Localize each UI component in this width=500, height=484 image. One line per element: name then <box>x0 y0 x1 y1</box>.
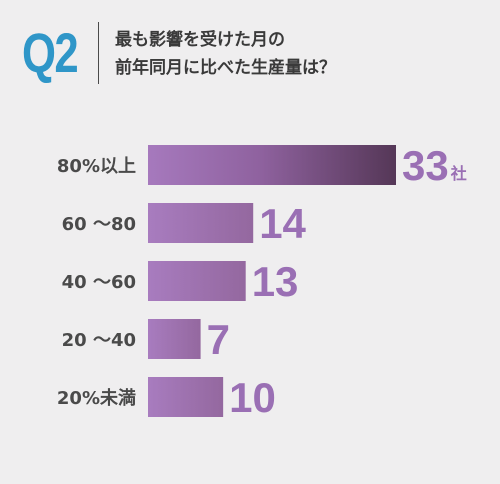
category-label: 60 〜80 <box>62 214 136 235</box>
category-label: 80%以上 <box>57 156 136 177</box>
value-label: 7 <box>207 316 230 363</box>
value-label: 33 <box>402 142 449 189</box>
category-label: 20%未満 <box>57 387 136 409</box>
question-text: 最も影響を受けた月の 前年同月に比べた生産量は？ <box>115 26 336 82</box>
category-label: 20 〜40 <box>62 330 136 351</box>
bar <box>148 261 246 301</box>
header-divider <box>98 22 99 84</box>
unit-label: 社 <box>450 164 467 183</box>
value-label: 14 <box>259 200 306 247</box>
question-number: Q2 <box>22 21 79 84</box>
bar <box>148 319 201 359</box>
value-label: 13 <box>252 258 299 305</box>
bar <box>148 203 254 243</box>
question-line-1: 最も影響を受けた月の <box>115 30 285 50</box>
bar <box>148 377 224 417</box>
bar <box>148 145 396 185</box>
category-label: 40 〜60 <box>62 272 136 293</box>
question-line-2: 前年同月に比べた生産量は？ <box>115 58 336 78</box>
value-label: 10 <box>229 374 276 421</box>
